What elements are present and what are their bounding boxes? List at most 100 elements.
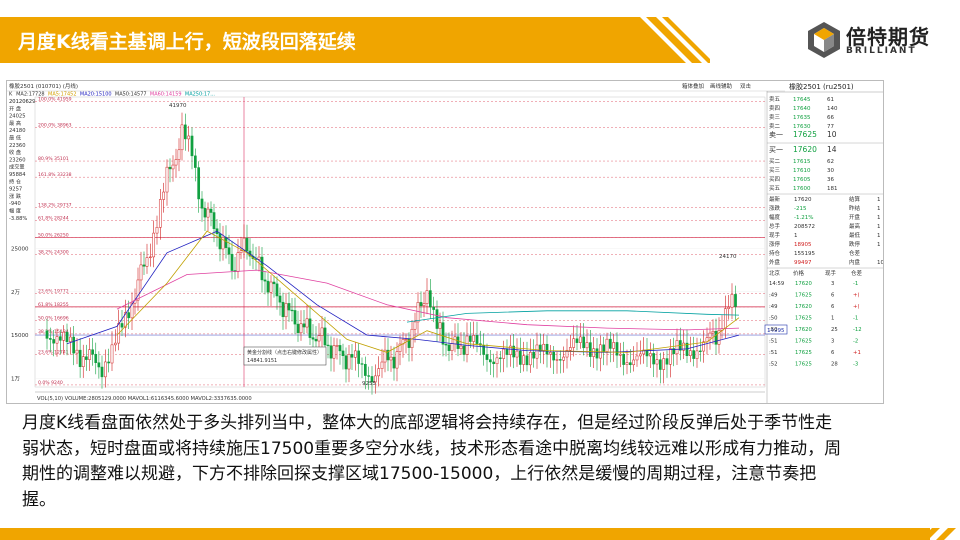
- candle-body: [578, 336, 582, 343]
- fib-tooltip: [243, 346, 327, 366]
- stat-label: 涨停: [769, 240, 781, 248]
- stat-value: 1: [877, 242, 881, 248]
- brand-name: 倍特期货: [846, 25, 930, 49]
- ask-volume: 140: [827, 106, 838, 112]
- candle-body: [438, 322, 442, 329]
- fib-label: 38.2% 24300: [38, 250, 69, 256]
- candle-body: [413, 321, 417, 330]
- tick-header: 北京: [769, 269, 781, 277]
- tick-price: 17620: [795, 304, 812, 310]
- candle-body: [227, 247, 231, 255]
- analysis-paragraph: 月度K线看盘面依然处于多头排列当中，整体大的底部逻辑将会持续存在，但是经过阶段反…: [22, 413, 842, 510]
- candle-body: [326, 344, 330, 347]
- candle-body: [168, 166, 172, 170]
- ma-legend-item: MA5:17452: [48, 92, 77, 98]
- candle-body: [447, 344, 451, 351]
- candle-body: [350, 354, 354, 358]
- candle-body: [107, 361, 111, 364]
- bid-label: 买三: [769, 166, 781, 174]
- candle-body: [665, 358, 669, 365]
- fib-label: 50.0% 16696: [38, 315, 69, 321]
- candle-body: [572, 338, 576, 348]
- candle-body: [502, 348, 506, 359]
- candle-body: [197, 167, 201, 200]
- tick-volume: 6: [831, 293, 835, 299]
- candle-body: [450, 343, 454, 351]
- candle-body: [263, 279, 267, 282]
- stat-label: 外盘: [769, 258, 781, 266]
- candle-body: [360, 363, 364, 365]
- candle-body: [525, 355, 529, 366]
- bar-info-item: 幅 度: [9, 207, 21, 215]
- ma-legend-item: K: [9, 92, 13, 98]
- candle-body: [595, 348, 599, 359]
- candle-body: [347, 354, 351, 370]
- candle-body: [672, 348, 676, 355]
- candle-body: [462, 345, 466, 355]
- candle-body: [432, 306, 436, 310]
- bid-label: 买五: [769, 184, 781, 192]
- toolbar-box-overlay[interactable]: 箱体叠加: [682, 82, 704, 90]
- title-banner: [0, 17, 640, 63]
- tick-oi-change: +1: [853, 350, 861, 356]
- stat-label: 持仓: [769, 249, 781, 257]
- tick-oi-change: -2: [853, 339, 858, 345]
- candle-body: [717, 330, 721, 345]
- bar-info-item: 持 仓: [9, 177, 22, 185]
- tick-volume: 3: [831, 281, 834, 287]
- candle-body: [127, 312, 131, 319]
- candle-body: [441, 322, 445, 345]
- stat-value: -1.21%: [794, 215, 813, 221]
- candle-body: [48, 338, 52, 340]
- candle-body: [206, 208, 210, 218]
- candle-body: [407, 339, 411, 348]
- toolbar-double-click[interactable]: 双击: [740, 82, 752, 90]
- candle-body: [592, 348, 596, 357]
- bid-label: 买二: [769, 157, 781, 165]
- candle-body: [281, 301, 285, 318]
- candlesticks: [45, 112, 737, 395]
- candle-body: [332, 345, 336, 359]
- stat-value: 1: [877, 224, 881, 230]
- stat-value: 1: [877, 215, 881, 221]
- candle-body: [305, 318, 309, 328]
- candle-body: [284, 303, 288, 318]
- ask-price: 17635: [793, 115, 811, 121]
- candle-body: [209, 208, 213, 213]
- kline-chart: 橡胶2501 (010701) (月线) 箱体叠加 画线辅助 双击 K MA2:1…: [7, 82, 884, 403]
- stat-label: 总手: [769, 222, 781, 230]
- stat-label: 最新: [769, 195, 781, 203]
- tick-price: 17625: [795, 350, 812, 356]
- candle-body: [221, 237, 225, 250]
- candle-body: [85, 356, 88, 360]
- slide-title: 月度K线看主基调上行，短波段回落延续: [18, 31, 356, 53]
- candle-body: [245, 237, 249, 252]
- candle-body: [162, 191, 166, 200]
- candle-body: [236, 252, 240, 272]
- candle-body: [444, 344, 448, 346]
- candle-body: [692, 350, 696, 359]
- candle-body: [708, 332, 712, 339]
- candle-body: [532, 352, 536, 359]
- ma-curve: [116, 230, 740, 353]
- tick-header: 现手: [825, 269, 837, 277]
- fib-tooltip-value: 14841.9151: [247, 358, 277, 364]
- ask-price: 17645: [793, 97, 811, 103]
- candle-body: [492, 361, 496, 365]
- toolbar-draw-tools[interactable]: 画线辅助: [710, 82, 733, 90]
- high-annotation: 41970: [169, 103, 187, 109]
- candle-body: [152, 232, 156, 258]
- tick-oi-change: -12: [853, 327, 862, 333]
- bid-label: 买四: [769, 175, 780, 183]
- bar-info-item: 22360: [9, 143, 26, 149]
- candle-body: [323, 327, 327, 346]
- ma-curve: [116, 269, 740, 331]
- fib-label: 0.0% 9240: [38, 380, 63, 386]
- candle-body: [200, 198, 204, 209]
- candle-body: [638, 353, 642, 357]
- bar-info-item: 成交量: [9, 163, 25, 171]
- ma-legend-item: MA250:17...: [185, 92, 216, 98]
- bid-price: 17600: [793, 186, 811, 192]
- bar-info-item: 20120629: [9, 99, 35, 105]
